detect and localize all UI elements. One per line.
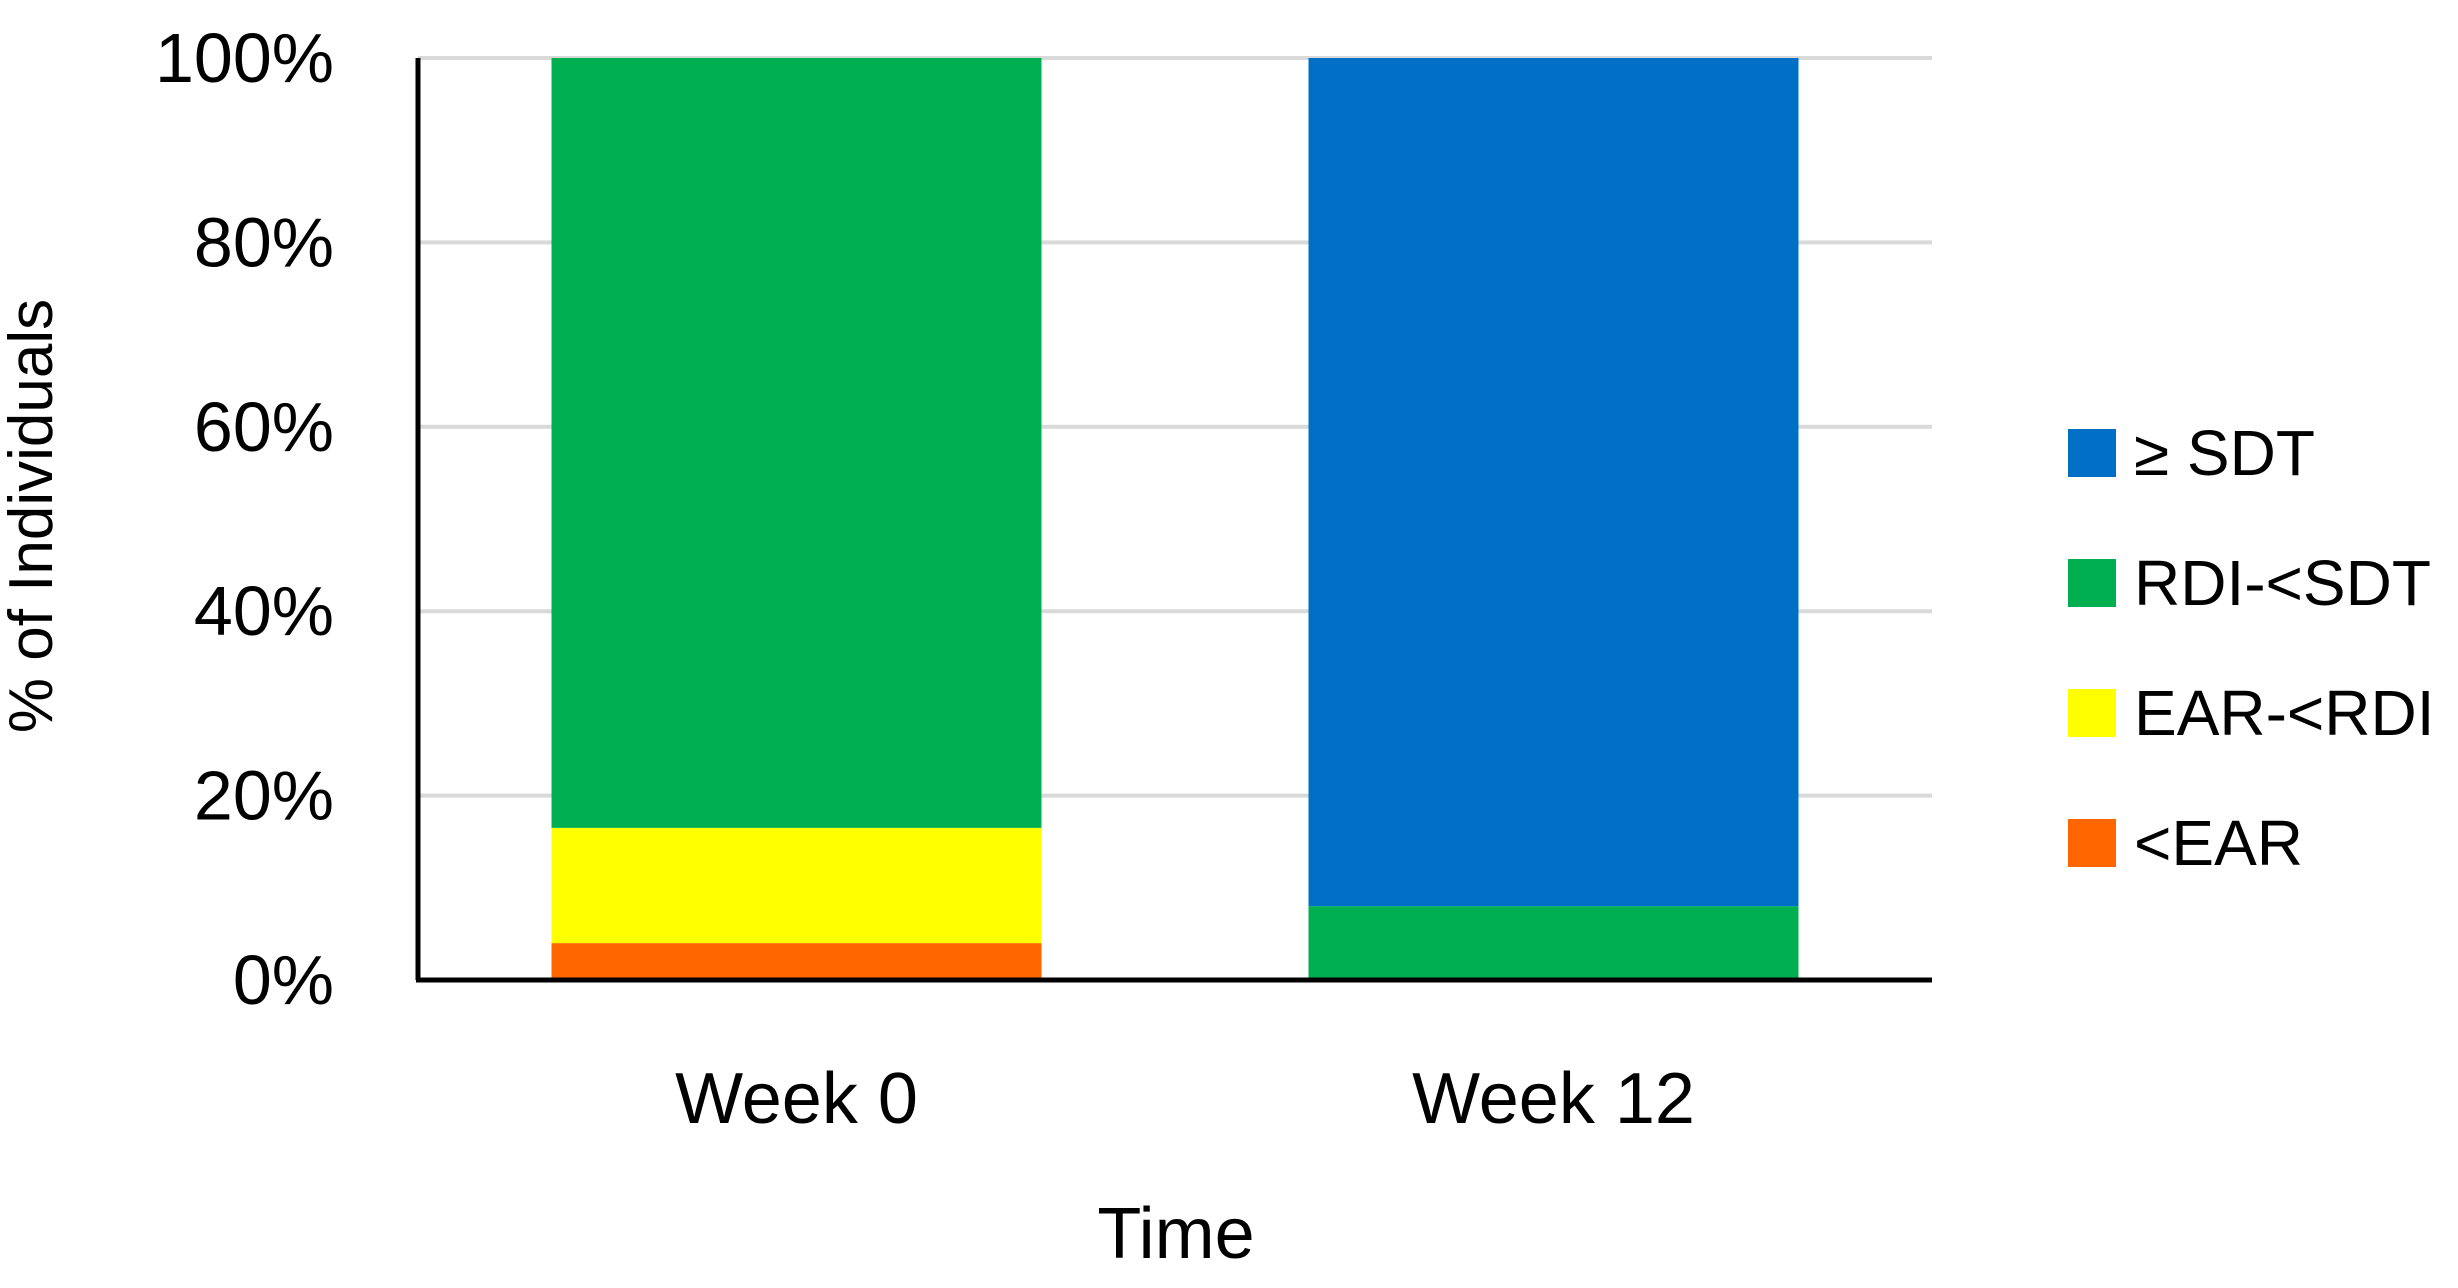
bar-segment (1308, 906, 1799, 980)
axes (415, 58, 1932, 983)
legend-label: RDI-<SDT (2134, 547, 2431, 619)
legend-swatch (2068, 559, 2116, 607)
legend-swatch (2068, 819, 2116, 867)
x-tick-label: Week 12 (1412, 1059, 1695, 1139)
legend-swatch (2068, 689, 2116, 737)
legend-label: <EAR (2134, 807, 2303, 879)
y-tick-label: 80% (194, 203, 334, 281)
bar-segment (551, 943, 1042, 980)
y-tick-label: 100% (155, 19, 334, 97)
x-tick-labels: Week 0 Week 12 (675, 1059, 1695, 1139)
x-axis-title: Time (1097, 1194, 1254, 1274)
legend-label: EAR-<RDI (2134, 677, 2435, 749)
bars (551, 58, 1799, 980)
y-tick-label: 40% (194, 572, 334, 650)
y-axis-title: % of Individuals (0, 299, 66, 733)
legend-swatch (2068, 429, 2116, 477)
y-tick-labels: 0% 20% 40% 60% 80% 100% (155, 19, 334, 1019)
legend: ≥ SDT RDI-<SDT EAR-<RDI <EAR (2068, 417, 2435, 879)
y-tick-label: 20% (194, 757, 334, 835)
legend-label: ≥ SDT (2134, 417, 2315, 489)
bar-segment (551, 58, 1042, 828)
x-tick-label: Week 0 (675, 1059, 918, 1139)
bar-segment (1308, 58, 1799, 907)
y-tick-label: 0% (233, 941, 334, 1019)
y-tick-label: 60% (194, 388, 334, 466)
bar-segment (551, 827, 1042, 944)
